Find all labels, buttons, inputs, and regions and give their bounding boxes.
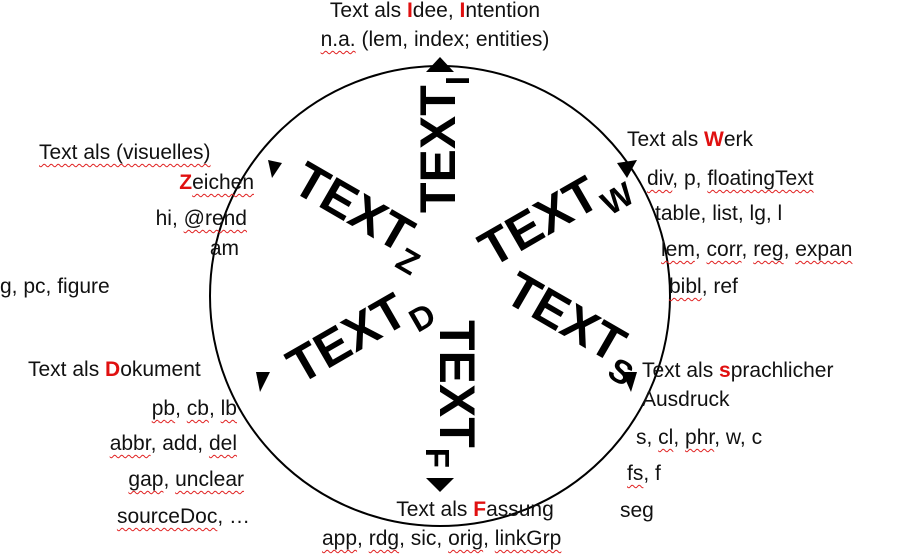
dokument-elements-2: abbr, add, del [109, 432, 237, 455]
dokument-elements-3: gap, unclear [128, 468, 244, 491]
arrow-fassung-icon [426, 478, 454, 492]
arrow-idee-icon [426, 57, 454, 72]
fassung-elements: app, rdg, sic, orig, linkGrp [322, 527, 562, 550]
sprache-elements-1: s, cl, phr, w, c [636, 426, 763, 449]
sector-label-idee: TEXTI [410, 76, 476, 213]
arrow-zeichen-icon [268, 160, 282, 178]
idee-elements: n.a. (lem, index; entities) [320, 28, 550, 51]
arrow-werk-icon [617, 160, 637, 178]
sprache-title-line2: Ausdruck [642, 388, 730, 411]
zeichen-elements-3: g, pc, figure [0, 275, 110, 298]
dokument-title: Text als Dokument [28, 358, 201, 381]
dokument-elements-1: pb, cb, lb [151, 397, 237, 420]
zeichen-elements-2: am [209, 237, 239, 260]
idee-title: Text als Idee, Intention [329, 0, 541, 22]
sprache-elements-2: fs, f [627, 462, 661, 485]
fassung-title: Text als Fassung [396, 498, 554, 521]
sector-label-werk: TEXTW [470, 149, 641, 286]
werk-elements-1: div, p, floatingText [647, 167, 814, 190]
sprache-title: Text als sprachlicher [642, 359, 834, 382]
zeichen-elements-1: hi, @rend [155, 207, 247, 230]
werk-elements-3: lem, corr, reg, expan [661, 238, 853, 261]
sector-label-fassung: TEXTF [419, 320, 485, 468]
arrow-dokument-icon [256, 372, 270, 392]
sprache-elements-3: seg [620, 499, 654, 522]
werk-title: Text als Werk [627, 128, 754, 151]
arrow-sprache-icon [622, 372, 637, 392]
werk-elements-4: bibl, ref [669, 275, 738, 298]
zeichen-title-line1: Text als (visuelles) [39, 141, 211, 164]
sector-label-sprache: TEXTS [492, 261, 655, 393]
sector-label-dokument: TEXTD [278, 270, 442, 403]
werk-elements-2: table, list, lg, l [655, 202, 783, 225]
dokument-elements-4: sourceDoc, … [116, 505, 250, 528]
zeichen-title-line2: Zeichen [179, 171, 254, 194]
